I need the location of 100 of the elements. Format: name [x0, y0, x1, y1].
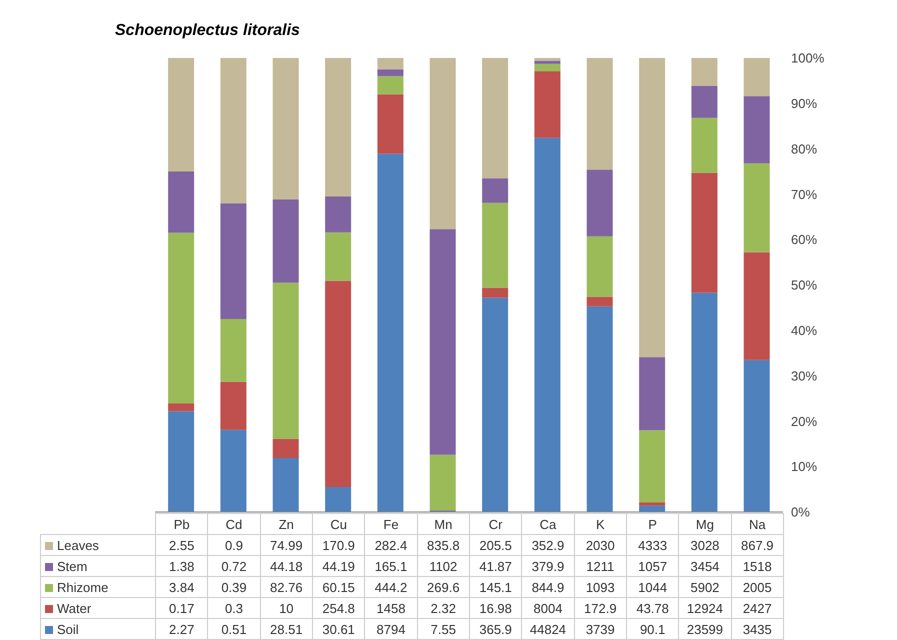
bar [325, 196, 352, 232]
text: 0.3 [208, 598, 260, 618]
text: 3028 [678, 534, 732, 556]
bar [272, 199, 299, 283]
y-tick-label: 60% [791, 232, 818, 248]
text: 2005 [731, 576, 784, 598]
x-tick-label: Ca [522, 514, 574, 534]
legend-label: Soil [40, 618, 156, 640]
y-tick-label: 70% [791, 186, 818, 202]
bar [744, 360, 770, 512]
x-tick-label: Pb [156, 514, 208, 534]
text: 8794 [364, 618, 418, 640]
bar [377, 76, 404, 94]
text: 170.9 [312, 534, 365, 556]
bar [534, 60, 560, 64]
y-tick-label: 90% [791, 96, 818, 112]
y-tick-label: 50% [791, 278, 818, 293]
text: 205.5 [469, 534, 522, 556]
text: 1518 [731, 556, 784, 576]
text: 1.38 [156, 556, 208, 576]
bar [325, 58, 352, 196]
text: 12924 [678, 598, 732, 618]
text: 2.55 [156, 534, 208, 556]
text: 0.9 [208, 534, 260, 556]
bar [691, 172, 718, 293]
text: 0.51 [208, 618, 260, 640]
text: 44.18 [260, 556, 312, 576]
bar [482, 298, 508, 512]
text: 3454 [678, 556, 732, 576]
x-tick-label: Mn [417, 514, 470, 534]
text: 23599 [678, 618, 732, 640]
bar [534, 64, 560, 72]
bar [168, 411, 194, 512]
bar [482, 58, 508, 178]
text: 145.1 [469, 576, 522, 598]
text: 0.72 [208, 556, 260, 576]
bar [639, 502, 666, 506]
text: 1458 [364, 598, 418, 618]
text: 16.98 [469, 598, 522, 618]
bar [534, 138, 560, 512]
text: 172.9 [574, 598, 626, 618]
text: 41.87 [469, 556, 522, 576]
bar [430, 454, 456, 510]
text: 2427 [731, 598, 784, 618]
text: 1102 [417, 556, 470, 576]
bar [744, 163, 770, 252]
text: 8004 [522, 598, 574, 618]
bar [482, 202, 508, 288]
text: 254.8 [312, 598, 365, 618]
text: 867.9 [731, 534, 784, 556]
bar [377, 58, 404, 70]
text: 3739 [574, 618, 626, 640]
legend-label: Leaves [40, 534, 156, 556]
bar [377, 94, 404, 154]
bar [744, 96, 770, 164]
bar [639, 357, 666, 430]
text: 60.15 [312, 576, 365, 598]
bar [220, 382, 246, 430]
text: 44824 [522, 618, 574, 640]
x-tick-label: Cr [469, 514, 522, 534]
bar [168, 58, 194, 172]
text: 352.9 [522, 534, 574, 556]
bar [325, 280, 352, 488]
text: 165.1 [364, 556, 418, 576]
text: 444.2 [364, 576, 418, 598]
y-tick-label: 10% [791, 459, 818, 474]
bar [377, 69, 404, 76]
text: 43.78 [626, 598, 679, 618]
bar [220, 203, 246, 320]
bar [586, 58, 613, 170]
text: 4333 [626, 534, 679, 556]
bar [586, 296, 613, 306]
text: 74.99 [260, 534, 312, 556]
text: 379.9 [522, 556, 574, 576]
text: 90.1 [626, 618, 679, 640]
bar [639, 506, 666, 512]
bar [325, 487, 352, 512]
bar [272, 58, 299, 200]
text: 2030 [574, 534, 626, 556]
bar [430, 229, 456, 455]
bar [691, 118, 718, 173]
bar [691, 86, 718, 118]
y-tick-label: 30% [791, 368, 818, 384]
text: 282.4 [364, 534, 418, 556]
text: 10 [260, 598, 312, 618]
x-tick-label: Na [731, 514, 784, 534]
chart-title: Schoenoplectus litoralis [115, 22, 300, 40]
y-tick-label: 80% [791, 141, 818, 156]
text: 3.84 [156, 576, 208, 598]
bar [639, 430, 666, 502]
y-tick-label: 20% [791, 414, 818, 429]
y-tick-label: 0% [791, 504, 810, 520]
bar [586, 170, 613, 236]
text: 7.55 [417, 618, 470, 640]
bar [377, 154, 404, 512]
text: 269.6 [417, 576, 470, 598]
y-tick-label: 100% [791, 50, 825, 66]
bar [272, 458, 299, 512]
legend-label: Water [40, 598, 156, 618]
text: 44.19 [312, 556, 365, 576]
